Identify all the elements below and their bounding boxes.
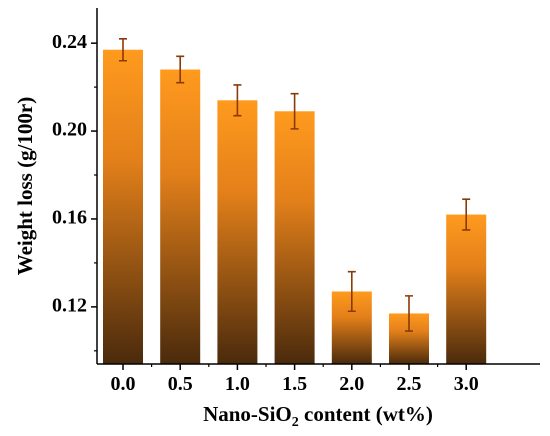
error-bar-3.0 — [462, 198, 471, 231]
error-bar-1.5 — [290, 92, 299, 130]
bar-0.5 — [160, 69, 201, 365]
y-tick-label-0.12: 0.12 — [52, 294, 87, 316]
bar-0.0 — [103, 49, 143, 365]
x-tick-label-2.5: 2.5 — [397, 373, 422, 395]
x-axis-title-prefix: Nano-SiO — [203, 402, 292, 426]
y-ticks-group: 0.12 0.16 0.20 0.24 — [52, 31, 97, 352]
y-tick-label-0.24: 0.24 — [52, 31, 87, 53]
x-ticks-group: 0.0 0.5 1.0 1.5 2.0 2.5 3.0 — [111, 364, 479, 395]
y-tick-label-0.16: 0.16 — [52, 207, 87, 229]
error-bar-2.5 — [405, 295, 413, 332]
y-tick-label-0.20: 0.20 — [52, 119, 87, 141]
bar-1.5 — [274, 111, 315, 364]
bar-1.0 — [217, 100, 258, 364]
error-bar-1.0 — [233, 84, 242, 117]
x-tick-label-1.5: 1.5 — [282, 373, 307, 395]
x-tick-label-0.5: 0.5 — [168, 373, 193, 395]
x-axis-title-subscript: 2 — [292, 415, 299, 430]
x-tick-label-2.0: 2.0 — [339, 373, 364, 395]
error-bar-0.5 — [176, 55, 185, 84]
error-bar-0.0 — [119, 37, 127, 62]
x-tick-label-1.0: 1.0 — [225, 373, 250, 395]
x-tick-label-0.0: 0.0 — [111, 373, 136, 395]
y-axis-title: Weight loss (g/100r) — [13, 97, 37, 276]
x-axis-title-suffix: content (wt%) — [299, 402, 433, 426]
x-tick-label-3.0: 3.0 — [454, 373, 479, 395]
error-bar-2.0 — [347, 270, 356, 313]
error-bars-group — [119, 37, 471, 332]
bars-group — [103, 49, 487, 365]
x-axis-title: Nano-SiO2 content (wt%) — [203, 402, 433, 430]
bar-3.0 — [446, 214, 487, 364]
